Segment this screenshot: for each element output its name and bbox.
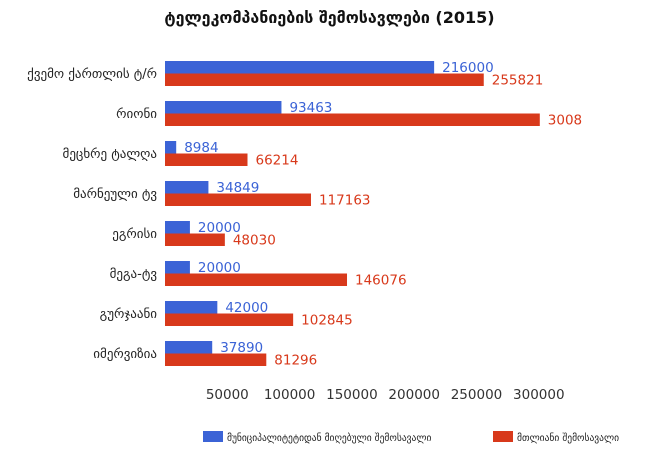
chart-title: ტელეკომპანიების შემოსავლები (2015) bbox=[164, 8, 495, 27]
category-label: იმერვიზია bbox=[93, 347, 157, 362]
data-label: 48030 bbox=[233, 233, 276, 249]
bar-total bbox=[165, 233, 225, 246]
data-label: 117163 bbox=[319, 193, 371, 209]
data-label: 3008 bbox=[548, 113, 582, 129]
data-label: 20000 bbox=[198, 260, 241, 276]
bar-total bbox=[165, 193, 311, 206]
data-label: 37890 bbox=[220, 340, 263, 356]
bar-municipal bbox=[165, 61, 435, 74]
bar-municipal bbox=[165, 341, 213, 354]
x-tick-label: 150000 bbox=[326, 387, 378, 403]
legend-swatch bbox=[203, 431, 223, 442]
x-tick-label: 200000 bbox=[388, 387, 440, 403]
bar-total bbox=[165, 353, 267, 366]
data-label: 255821 bbox=[492, 73, 544, 89]
bar-municipal bbox=[165, 141, 177, 154]
legend-label: მუნიციპალიტეტიდან მიღებული შემოსავალი bbox=[227, 433, 431, 444]
category-label: გურჯაანი bbox=[100, 307, 158, 322]
bar-municipal bbox=[165, 261, 190, 274]
data-label: 20000 bbox=[198, 220, 241, 236]
bar-total bbox=[165, 113, 540, 126]
category-label: მარნეული ტვ bbox=[73, 187, 157, 202]
data-label: 42000 bbox=[225, 300, 268, 316]
category-label: მეგა-ტვ bbox=[110, 267, 157, 282]
category-label: ქვემო ქართლის ტ/რ bbox=[27, 67, 157, 82]
category-label: რიონი bbox=[116, 107, 157, 122]
category-label: ეგრისი bbox=[112, 227, 157, 242]
data-label: 146076 bbox=[355, 273, 407, 289]
data-label: 34849 bbox=[216, 180, 259, 196]
data-label: 81296 bbox=[274, 353, 317, 369]
bar-total bbox=[165, 73, 484, 86]
bar-total bbox=[165, 153, 248, 166]
data-label: 66214 bbox=[256, 153, 299, 169]
bar-municipal bbox=[165, 181, 209, 194]
bar-municipal bbox=[165, 221, 190, 234]
bar-total bbox=[165, 313, 294, 326]
legend-label: მთლიანი შემოსავალი bbox=[517, 433, 619, 444]
legend-swatch bbox=[493, 431, 513, 442]
x-tick-label: 300000 bbox=[513, 387, 565, 403]
data-label: 93463 bbox=[289, 100, 332, 116]
bar-municipal bbox=[165, 101, 282, 114]
data-label: 102845 bbox=[301, 313, 353, 329]
data-label: 216000 bbox=[442, 60, 494, 76]
x-tick-label: 250000 bbox=[451, 387, 503, 403]
bar-municipal bbox=[165, 301, 218, 314]
data-label: 8984 bbox=[184, 140, 218, 156]
category-label: მეცხრე ტალღა bbox=[63, 147, 157, 162]
x-tick-label: 50000 bbox=[206, 387, 249, 403]
legend: მუნიციპალიტეტიდან მიღებული შემოსავალი მთლ… bbox=[203, 431, 619, 444]
x-tick-label: 100000 bbox=[264, 387, 316, 403]
bar-total bbox=[165, 273, 348, 286]
